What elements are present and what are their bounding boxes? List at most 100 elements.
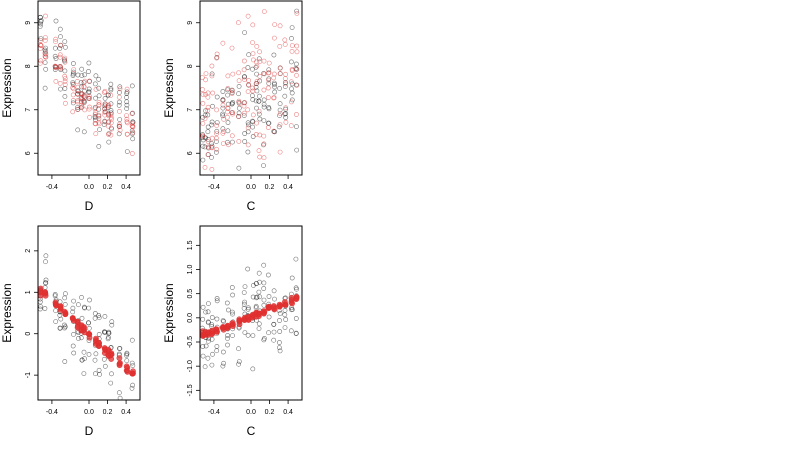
data-point: [117, 99, 122, 105]
data-point: [250, 294, 256, 300]
data-point: [75, 72, 81, 78]
data-point: [241, 290, 247, 295]
y-tick-label: 0.5: [187, 289, 194, 299]
data-point: [108, 114, 114, 120]
data-point: [250, 124, 255, 130]
data-point: [220, 113, 226, 119]
data-point: [71, 298, 76, 304]
data-point: [265, 85, 271, 91]
data-point: [214, 123, 219, 128]
data-point: [213, 326, 220, 333]
data-point: [271, 71, 277, 77]
data-point: [58, 42, 63, 48]
data-point: [117, 346, 122, 351]
data-point: [129, 111, 135, 117]
data-point: [245, 266, 251, 272]
data-point: [220, 40, 226, 46]
data-point: [294, 72, 299, 78]
data-point: [209, 362, 215, 368]
data-point: [214, 146, 219, 152]
data-point: [214, 55, 219, 61]
data-point: [236, 114, 242, 120]
data-point: [253, 64, 259, 70]
data-point: [96, 340, 102, 346]
data-point: [256, 56, 262, 62]
data-point: [256, 98, 262, 104]
data-point: [42, 285, 48, 290]
data-point: [236, 70, 241, 76]
data-point: [282, 312, 288, 318]
data-point: [256, 111, 262, 117]
x-tick-label: 0.0: [246, 184, 256, 191]
y-tick-label: -1: [25, 372, 32, 378]
data-point: [266, 77, 271, 83]
data-point: [242, 139, 248, 144]
data-point: [124, 116, 130, 122]
data-point: [109, 126, 115, 132]
data-point: [93, 371, 98, 377]
y-tick-label: 6: [187, 151, 194, 155]
data-point: [283, 317, 289, 322]
data-point: [236, 110, 242, 116]
data-point: [250, 57, 256, 63]
data-point: [242, 100, 248, 106]
data-point: [271, 95, 277, 101]
data-point: [245, 332, 251, 338]
data-point: [75, 106, 81, 112]
data-point: [256, 289, 262, 295]
data-point: [220, 89, 226, 94]
data-point: [214, 94, 220, 100]
data-point: [236, 105, 242, 111]
data-point: [71, 69, 76, 75]
x-axis-title: D: [85, 424, 94, 438]
data-point: [256, 321, 262, 327]
data-point: [241, 110, 247, 116]
data-point: [261, 97, 267, 103]
data-point: [63, 44, 68, 50]
data-point: [205, 112, 211, 118]
data-point: [102, 96, 108, 101]
data-point: [70, 109, 76, 115]
data-point: [250, 112, 256, 118]
data-point: [79, 92, 85, 97]
data-point: [205, 319, 211, 325]
data-point: [203, 343, 209, 349]
data-point: [271, 80, 277, 86]
data-point: [221, 318, 226, 324]
data-point: [249, 93, 255, 99]
data-point: [43, 13, 48, 19]
data-point: [214, 348, 220, 354]
data-point: [261, 262, 267, 268]
data-point: [205, 90, 211, 96]
x-tick-label: 0.4: [121, 409, 131, 416]
data-point: [277, 329, 283, 334]
data-point: [130, 110, 135, 116]
data-point: [53, 39, 58, 45]
data-point: [265, 95, 271, 100]
data-point: [261, 141, 267, 147]
data-point: [220, 318, 226, 323]
data-point: [277, 111, 283, 116]
chart-panel-3: -0.4 0.0 0.2 0.4 -1 0 1 2 D Expression: [0, 225, 141, 438]
data-point: [130, 136, 136, 142]
data-point: [52, 45, 58, 51]
data-point: [200, 157, 206, 163]
data-point: [257, 294, 263, 300]
data-point: [257, 78, 263, 84]
data-point: [101, 356, 107, 362]
data-point: [42, 292, 49, 299]
plot-area-frame: [37, 0, 141, 176]
data-point: [96, 367, 102, 373]
data-point: [254, 120, 259, 126]
data-point: [43, 277, 49, 283]
data-point: [236, 346, 241, 352]
data-point: [43, 253, 49, 259]
y-tick-label: 9: [187, 21, 194, 25]
data-point: [96, 315, 102, 321]
data-point: [129, 360, 135, 366]
data-point: [229, 88, 235, 94]
data-point: [225, 307, 231, 313]
data-point: [101, 122, 107, 127]
data-point: [62, 39, 68, 44]
data-point: [93, 95, 98, 101]
